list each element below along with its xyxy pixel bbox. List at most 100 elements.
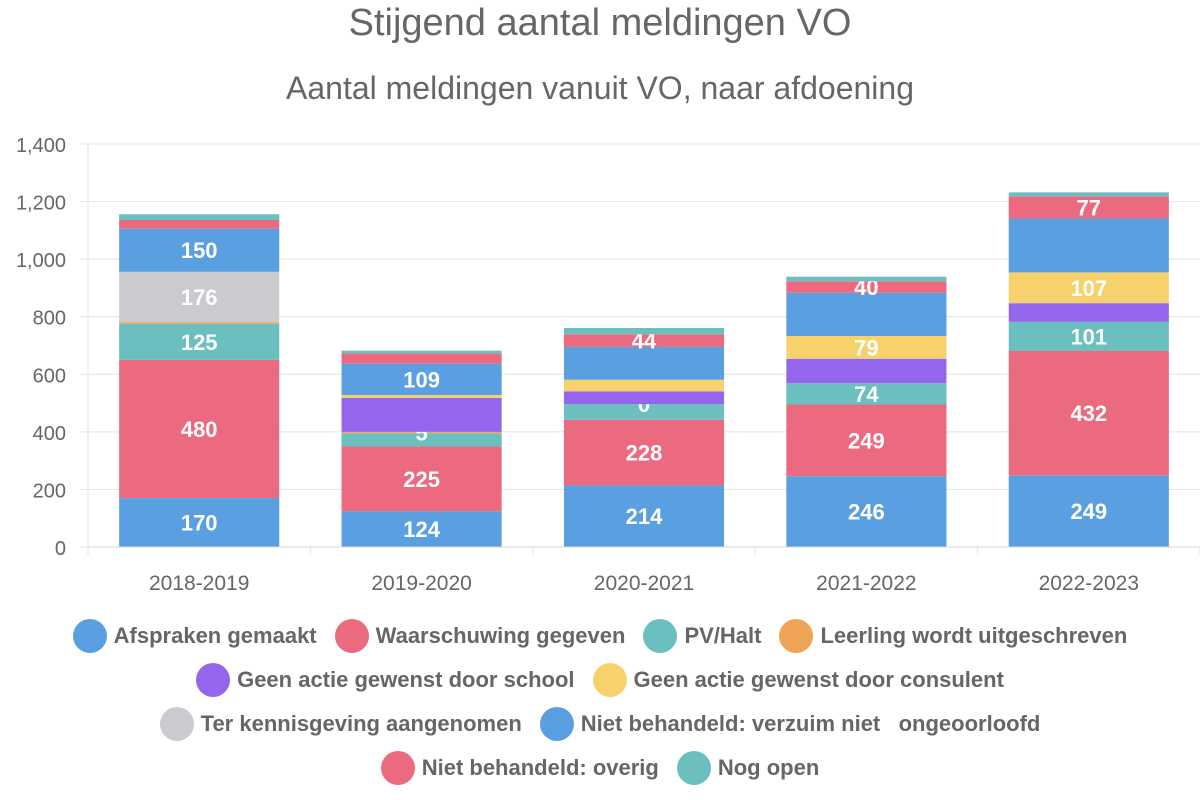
data-label: 170 <box>181 511 218 536</box>
legend-label: Leerling wordt uitgeschreven <box>820 623 1128 648</box>
legend-swatch <box>592 663 627 697</box>
legend-item[interactable]: Nog open <box>676 751 820 785</box>
bar-segment <box>341 353 502 364</box>
bar-segment <box>341 431 502 434</box>
bar-segment <box>563 404 725 420</box>
bar-segment <box>119 271 280 323</box>
legend-item[interactable]: Leerling wordt uitgeschreven <box>779 619 1127 653</box>
chart-title: Stijgend aantal meldingen VO <box>348 2 852 44</box>
bar-segment <box>1008 192 1169 197</box>
bar-segment <box>1008 350 1169 476</box>
bar-segment <box>341 511 502 547</box>
bar-segment <box>341 395 502 398</box>
data-label: 150 <box>181 238 218 263</box>
data-label: 225 <box>403 467 440 492</box>
legend-row: Afspraken gemaakt Waarschuwing gegeven PV/… <box>0 614 1200 658</box>
legend-item[interactable]: Waarschuwing gegeven <box>334 619 625 653</box>
bar-segment <box>786 404 947 477</box>
legend-item[interactable]: PV/Halt <box>643 619 761 653</box>
data-label: 79 <box>854 335 878 360</box>
legend-item[interactable]: Ter kennisgeving aangenomen <box>159 707 522 741</box>
bar-segment <box>563 419 725 486</box>
bar-segment <box>1008 218 1169 273</box>
data-label: 176 <box>181 285 218 310</box>
x-tick-label: 2022-2023 <box>1039 572 1139 595</box>
legend-label: Afspraken gemaakt <box>113 623 317 648</box>
legend-row: Niet behandeld: overig Nog open <box>0 746 1200 790</box>
legend-item[interactable]: Afspraken gemaakt <box>72 619 317 653</box>
bar-segment <box>786 476 947 547</box>
legend-item[interactable]: Geen actie gewenst door consulent <box>592 663 1004 697</box>
legend-label: Niet behandeld: overig <box>421 755 659 780</box>
data-label: 480 <box>181 417 218 442</box>
bar-segment <box>119 498 280 547</box>
bar-segment <box>1008 475 1169 547</box>
bar-segment <box>786 292 947 337</box>
legend-label: Geen actie gewenst door consulent <box>633 667 1004 692</box>
legend-swatch <box>72 619 107 653</box>
data-label: 124 <box>403 517 440 542</box>
chart-legend: Afspraken gemaakt Waarschuwing gegeven PV/… <box>0 614 1200 790</box>
data-label: 107 <box>1070 276 1107 301</box>
data-label: 249 <box>848 428 885 453</box>
bar-segment <box>1008 321 1169 351</box>
legend-label: Geen actie gewenst door school <box>237 667 575 692</box>
bar-segment <box>786 336 947 359</box>
bar-segment <box>341 433 502 447</box>
legend-swatch <box>643 619 678 653</box>
y-tick-label: 1,200 <box>16 193 66 215</box>
y-tick-label: 200 <box>33 480 66 502</box>
bar-segment <box>1008 272 1169 304</box>
legend-label: Ter kennisgeving aangenomen <box>200 711 522 736</box>
data-label: 214 <box>626 504 663 529</box>
data-label: 249 <box>1070 499 1107 524</box>
data-label: 74 <box>854 382 879 407</box>
bar-segment <box>341 397 502 432</box>
data-label: 77 <box>1077 195 1101 220</box>
bar-segment <box>563 346 725 380</box>
data-label: 228 <box>626 441 663 466</box>
bar-segment <box>563 391 725 405</box>
x-tick-label: 2020-2021 <box>594 572 694 595</box>
bar-segment <box>119 322 280 324</box>
y-tick-label: 400 <box>33 423 66 445</box>
data-label: 246 <box>848 500 885 525</box>
bar-segment <box>119 359 280 499</box>
bar-segment <box>119 219 280 229</box>
chart-subtitle: Aantal meldingen vanuit VO, naar afdoeni… <box>286 70 914 106</box>
legend-swatch <box>779 619 814 653</box>
x-tick-label: 2021-2022 <box>816 572 916 595</box>
x-tick-label: 2018-2019 <box>149 572 249 595</box>
legend-swatch <box>196 663 231 697</box>
bar-segment <box>563 485 725 547</box>
y-tick-label: 0 <box>55 538 66 560</box>
bar-segment <box>563 334 725 347</box>
bar-segment <box>563 379 725 392</box>
legend-item[interactable]: Niet behandeld: overig <box>380 751 659 785</box>
y-tick-label: 1,400 <box>16 135 66 157</box>
bar-segment <box>341 350 502 354</box>
legend-item[interactable]: Geen actie gewenst door school <box>196 663 575 697</box>
bar-segment <box>341 446 502 512</box>
bar-segment <box>1008 196 1169 219</box>
data-label: 109 <box>403 367 440 392</box>
legend-label: Niet behandeld: verzuim niet ongeoorloof… <box>580 711 1041 736</box>
data-label: 101 <box>1070 324 1107 349</box>
legend-label: PV/Halt <box>684 623 762 648</box>
bar-segment <box>341 363 502 396</box>
bar-segment <box>1008 303 1169 322</box>
stacked-bar-chart: 0 200 400 600 800 1,000 1,200 1,400 170 480 125 176… <box>16 135 1200 595</box>
legend-swatch <box>334 619 369 653</box>
legend-item[interactable]: Niet behandeld: verzuim niet ongeoorloof… <box>539 707 1041 741</box>
legend-swatch <box>676 751 711 785</box>
legend-swatch <box>159 707 194 741</box>
data-label: 125 <box>181 330 218 355</box>
legend-row: Geen actie gewenst door school Geen actie… <box>0 658 1200 702</box>
bar-segment <box>786 383 947 405</box>
legend-label: Nog open <box>717 755 820 780</box>
y-tick-label: 600 <box>33 365 66 387</box>
bar-segment <box>119 323 280 360</box>
bar-segment <box>119 228 280 272</box>
bar-segment <box>563 327 725 335</box>
